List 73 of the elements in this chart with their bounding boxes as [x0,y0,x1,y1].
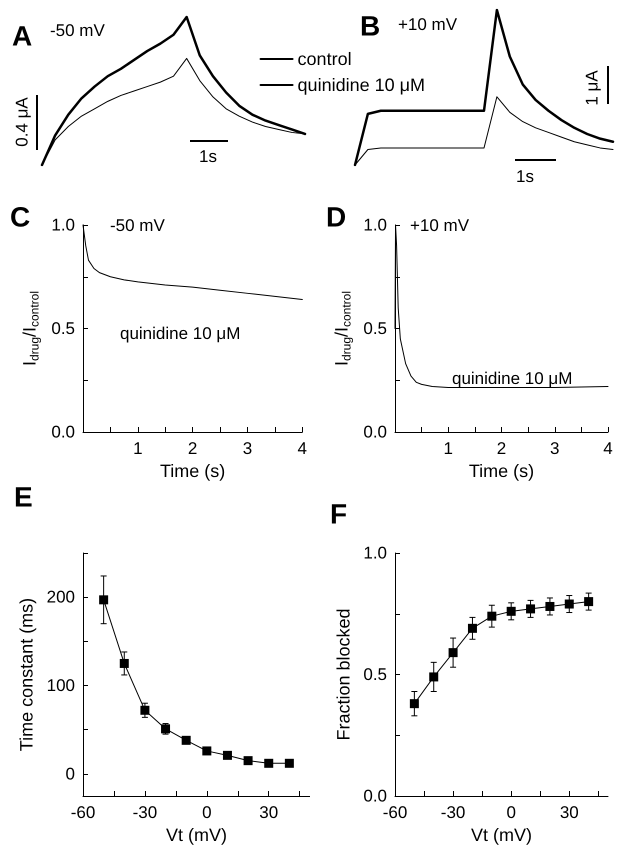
point [140,706,150,715]
point [284,758,294,768]
x-tick-label: -60 [382,803,408,822]
y-tick-label: 1.0 [363,544,387,562]
x-tick-label: 1 [444,439,453,458]
annotation: +10 mV [398,15,458,34]
x-tick-label: 2 [496,439,506,458]
x-axis-title: Vt (mV) [471,825,532,845]
x-tick-label: -60 [70,803,96,822]
y-tick-label: 1.0 [51,216,75,234]
text: 0.4 μA [12,96,32,147]
y-axis-title: Idrug/Icontrol [19,290,42,366]
y-tick-label: 0.0 [51,422,75,442]
point [410,699,419,708]
point [222,750,232,760]
point [468,624,477,633]
annotation: -50 mV [50,21,106,40]
y-tick-label: 0 [66,764,75,784]
point [202,746,212,756]
y-tick-label: 100 [46,676,75,696]
point [584,597,594,606]
point [448,648,458,658]
point [264,758,274,768]
annotation: +10 mV [410,216,470,235]
y-tick-label: 0.5 [363,319,387,338]
legend-label: quinidine 10 μM [298,75,426,95]
annotation: 1s [199,147,217,166]
chart-title: F [330,498,348,530]
chart-title: A [12,20,32,52]
y-tick-label: 0.0 [363,786,387,806]
x-tick-label: 30 [259,803,278,822]
chart-title: D [326,202,346,232]
point [244,756,253,766]
legend-label: control [298,49,352,69]
annotation: 1 μA [582,70,602,106]
chart-title: C [10,202,30,232]
x-tick-label: 0 [506,803,516,822]
point [429,672,438,682]
x-tick-label: 1 [133,439,143,458]
x-tick-label: -30 [132,803,158,822]
y-tick-label: 1.0 [363,216,387,234]
x-tick-label: 4 [298,439,308,458]
point [506,606,516,616]
x-tick-label: 30 [560,803,579,822]
x-axis-title: Time (s) [160,461,226,481]
text: 1s [516,167,534,186]
y-tick-label: 0.5 [51,319,75,338]
annotation: quinidine 10 μM [120,324,240,343]
x-axis-title: Time (s) [468,461,534,481]
x-axis-title: Vt (mV) [166,825,227,845]
x-tick-label: 0 [202,803,212,822]
point [120,658,129,668]
annotation: quinidine 10 μM [452,369,572,388]
annotation: -50 mV [110,216,166,235]
y-axis-title: Fraction blocked [333,608,354,741]
chart-title: E [14,482,33,512]
point [545,602,554,611]
y-axis-title: Time constant (ms) [16,598,37,752]
point [99,595,108,604]
point [182,736,191,745]
point [487,612,496,621]
point [564,600,574,609]
point [526,604,536,614]
x-tick-label: 3 [242,439,252,458]
x-tick-label: 4 [603,439,613,458]
x-tick-label: 3 [550,439,560,458]
x-tick-label: 2 [188,439,198,458]
y-axis-title: Idrug/Icontrol [331,290,354,366]
chart-title: B [360,10,380,42]
y-tick-label: 200 [46,588,75,607]
y-tick-label: 0.5 [363,665,387,684]
x-tick-label: -30 [440,803,466,822]
y-tick-label: 0.0 [363,422,387,442]
